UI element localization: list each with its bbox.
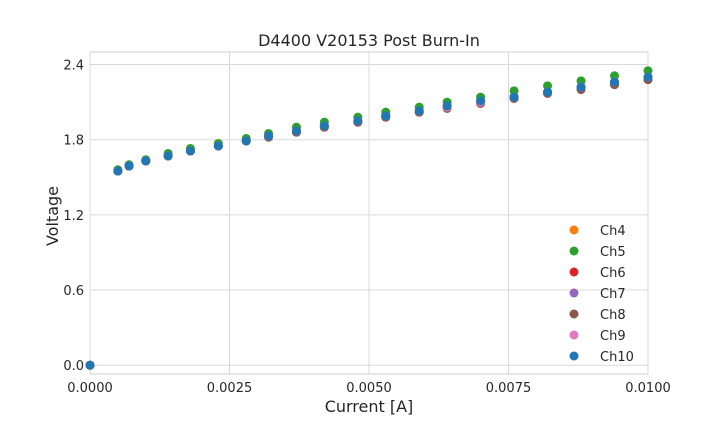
tick-labels: 0.0000 0.0025 0.0050 0.0075 0.0100 0.0 0.6 1.2 1… (63, 59, 670, 396)
data-point (543, 87, 553, 97)
data-point (509, 86, 519, 96)
data-point (319, 121, 329, 131)
legend-marker (569, 225, 579, 235)
legend-marker (569, 351, 579, 361)
data-point (543, 81, 553, 91)
legend-label: Ch6 (600, 266, 626, 281)
y-tick-label: 1.2 (63, 209, 84, 224)
y-tick-label: 1.8 (63, 134, 84, 149)
data-point (414, 106, 424, 116)
data-point (163, 151, 173, 161)
legend-label: Ch5 (600, 245, 626, 260)
data-point (442, 101, 452, 111)
y-tick-label: 0.0 (63, 359, 84, 374)
legend-marker (569, 246, 579, 256)
data-point (241, 136, 251, 146)
data-point (381, 111, 391, 121)
legend-marker (569, 267, 579, 277)
data-point (643, 72, 653, 82)
legend-label: Ch10 (600, 350, 634, 365)
legend-marker (569, 330, 579, 340)
data-point (141, 156, 151, 166)
x-tick-label: 0.0075 (486, 381, 532, 396)
grid-lines (89, 52, 649, 374)
data-point (264, 131, 274, 141)
data-point (509, 92, 519, 102)
legend-marker (569, 288, 579, 298)
chart-title: D4400 V20153 Post Burn-In (258, 31, 480, 50)
y-tick-label: 2.4 (63, 59, 84, 74)
legend-label: Ch8 (600, 308, 626, 323)
data-point (124, 161, 134, 171)
data-point (576, 76, 586, 86)
legend: Ch4 Ch5 Ch6 Ch7 Ch8 Ch9 Ch10 (569, 224, 634, 365)
data-point (476, 96, 486, 106)
y-axis-label: Voltage (43, 186, 62, 246)
data-point (213, 141, 223, 151)
x-tick-label: 0.0100 (625, 381, 671, 396)
legend-label: Ch7 (600, 287, 626, 302)
series-ch10 (85, 72, 653, 370)
y-tick-label: 0.6 (63, 284, 84, 299)
data-point (576, 82, 586, 92)
data-point (610, 77, 620, 87)
data-point (610, 71, 620, 81)
legend-marker (569, 309, 579, 319)
data-point (85, 360, 95, 370)
data-point (113, 166, 123, 176)
x-tick-label: 0.0050 (346, 381, 392, 396)
x-tick-label: 0.0000 (67, 381, 113, 396)
data-point (643, 66, 653, 76)
legend-label: Ch9 (600, 329, 626, 344)
data-point (353, 116, 363, 126)
legend-label: Ch4 (600, 224, 626, 239)
data-points (85, 66, 653, 370)
data-point (291, 126, 301, 136)
data-point (185, 146, 195, 156)
x-axis-label: Current [A] (325, 397, 414, 416)
x-tick-label: 0.0025 (207, 381, 253, 396)
